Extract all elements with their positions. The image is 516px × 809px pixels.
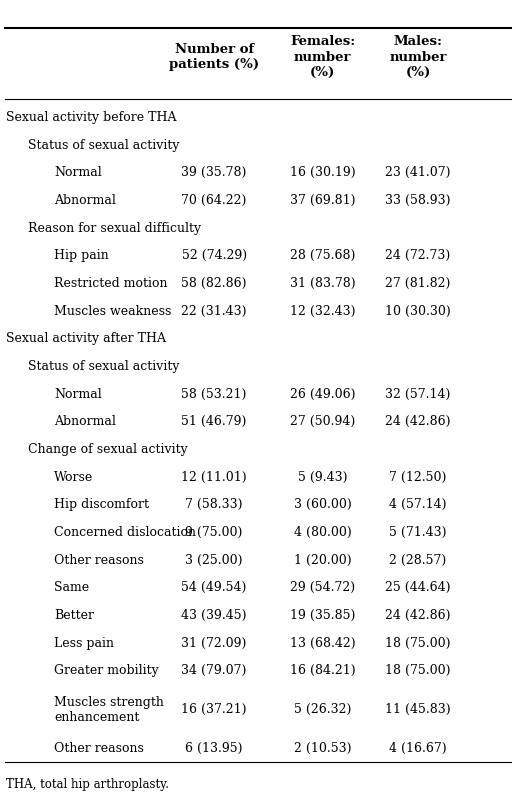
- Text: 2 (10.53): 2 (10.53): [294, 742, 351, 755]
- Text: 5 (71.43): 5 (71.43): [389, 526, 447, 539]
- Text: Hip pain: Hip pain: [54, 249, 109, 262]
- Text: Normal: Normal: [54, 388, 102, 400]
- Text: 70 (64.22): 70 (64.22): [182, 194, 247, 207]
- Text: Reason for sexual difficulty: Reason for sexual difficulty: [28, 222, 202, 235]
- Text: 24 (42.86): 24 (42.86): [385, 609, 450, 622]
- Text: Number of
patients (%): Number of patients (%): [169, 43, 259, 71]
- Text: Greater mobility: Greater mobility: [54, 664, 159, 677]
- Text: 51 (46.79): 51 (46.79): [182, 415, 247, 428]
- Text: 12 (11.01): 12 (11.01): [181, 471, 247, 484]
- Text: 4 (57.14): 4 (57.14): [389, 498, 447, 511]
- Text: 23 (41.07): 23 (41.07): [385, 166, 450, 180]
- Text: 16 (84.21): 16 (84.21): [289, 664, 356, 677]
- Text: 25 (44.64): 25 (44.64): [385, 581, 450, 595]
- Text: 7 (12.50): 7 (12.50): [389, 471, 447, 484]
- Text: 34 (79.07): 34 (79.07): [182, 664, 247, 677]
- Text: 1 (20.00): 1 (20.00): [294, 553, 351, 566]
- Text: 5 (26.32): 5 (26.32): [294, 703, 351, 716]
- Text: Status of sexual activity: Status of sexual activity: [28, 360, 180, 373]
- Text: 18 (75.00): 18 (75.00): [385, 637, 450, 650]
- Text: 28 (75.68): 28 (75.68): [290, 249, 355, 262]
- Text: Concerned dislocation: Concerned dislocation: [54, 526, 196, 539]
- Text: Males:
number
(%): Males: number (%): [389, 35, 447, 79]
- Text: Less pain: Less pain: [54, 637, 114, 650]
- Text: Restricted motion: Restricted motion: [54, 277, 168, 290]
- Text: 3 (60.00): 3 (60.00): [294, 498, 351, 511]
- Text: 54 (49.54): 54 (49.54): [182, 581, 247, 595]
- Text: 9 (75.00): 9 (75.00): [185, 526, 243, 539]
- Text: Sexual activity after THA: Sexual activity after THA: [6, 332, 166, 345]
- Text: Other reasons: Other reasons: [54, 742, 144, 755]
- Text: 39 (35.78): 39 (35.78): [182, 166, 247, 180]
- Text: Other reasons: Other reasons: [54, 553, 144, 566]
- Text: Change of sexual activity: Change of sexual activity: [28, 443, 188, 456]
- Text: 24 (72.73): 24 (72.73): [385, 249, 450, 262]
- Text: 24 (42.86): 24 (42.86): [385, 415, 450, 428]
- Text: 11 (45.83): 11 (45.83): [385, 703, 451, 716]
- Text: Status of sexual activity: Status of sexual activity: [28, 138, 180, 151]
- Text: 19 (35.85): 19 (35.85): [290, 609, 355, 622]
- Text: Same: Same: [54, 581, 89, 595]
- Text: Muscles weakness: Muscles weakness: [54, 304, 171, 318]
- Text: 27 (81.82): 27 (81.82): [385, 277, 450, 290]
- Text: 10 (30.30): 10 (30.30): [385, 304, 451, 318]
- Text: 13 (68.42): 13 (68.42): [289, 637, 356, 650]
- Text: 58 (53.21): 58 (53.21): [182, 388, 247, 400]
- Text: 2 (28.57): 2 (28.57): [390, 553, 446, 566]
- Text: THA, total hip arthroplasty.: THA, total hip arthroplasty.: [6, 778, 169, 791]
- Text: Hip discomfort: Hip discomfort: [54, 498, 149, 511]
- Text: Females:
number
(%): Females: number (%): [290, 35, 355, 79]
- Text: Muscles strength
enhancement: Muscles strength enhancement: [54, 696, 164, 723]
- Text: 4 (16.67): 4 (16.67): [389, 742, 447, 755]
- Text: Worse: Worse: [54, 471, 93, 484]
- Text: Abnormal: Abnormal: [54, 194, 116, 207]
- Text: 7 (58.33): 7 (58.33): [185, 498, 243, 511]
- Text: 32 (57.14): 32 (57.14): [385, 388, 450, 400]
- Text: 37 (69.81): 37 (69.81): [290, 194, 355, 207]
- Text: 31 (83.78): 31 (83.78): [289, 277, 356, 290]
- Text: Abnormal: Abnormal: [54, 415, 116, 428]
- Text: Better: Better: [54, 609, 94, 622]
- Text: 43 (39.45): 43 (39.45): [182, 609, 247, 622]
- Text: 26 (49.06): 26 (49.06): [290, 388, 355, 400]
- Text: 5 (9.43): 5 (9.43): [298, 471, 347, 484]
- Text: 29 (54.72): 29 (54.72): [290, 581, 355, 595]
- Text: 6 (13.95): 6 (13.95): [185, 742, 243, 755]
- Text: 33 (58.93): 33 (58.93): [385, 194, 450, 207]
- Text: 3 (25.00): 3 (25.00): [185, 553, 243, 566]
- Text: 27 (50.94): 27 (50.94): [290, 415, 355, 428]
- Text: 22 (31.43): 22 (31.43): [182, 304, 247, 318]
- Text: Normal: Normal: [54, 166, 102, 180]
- Text: 52 (74.29): 52 (74.29): [182, 249, 247, 262]
- Text: 18 (75.00): 18 (75.00): [385, 664, 450, 677]
- Text: 31 (72.09): 31 (72.09): [182, 637, 247, 650]
- Text: Sexual activity before THA: Sexual activity before THA: [6, 111, 176, 124]
- Text: 12 (32.43): 12 (32.43): [290, 304, 355, 318]
- Text: 58 (82.86): 58 (82.86): [182, 277, 247, 290]
- Text: 4 (80.00): 4 (80.00): [294, 526, 351, 539]
- Text: 16 (30.19): 16 (30.19): [289, 166, 356, 180]
- Text: 16 (37.21): 16 (37.21): [182, 703, 247, 716]
